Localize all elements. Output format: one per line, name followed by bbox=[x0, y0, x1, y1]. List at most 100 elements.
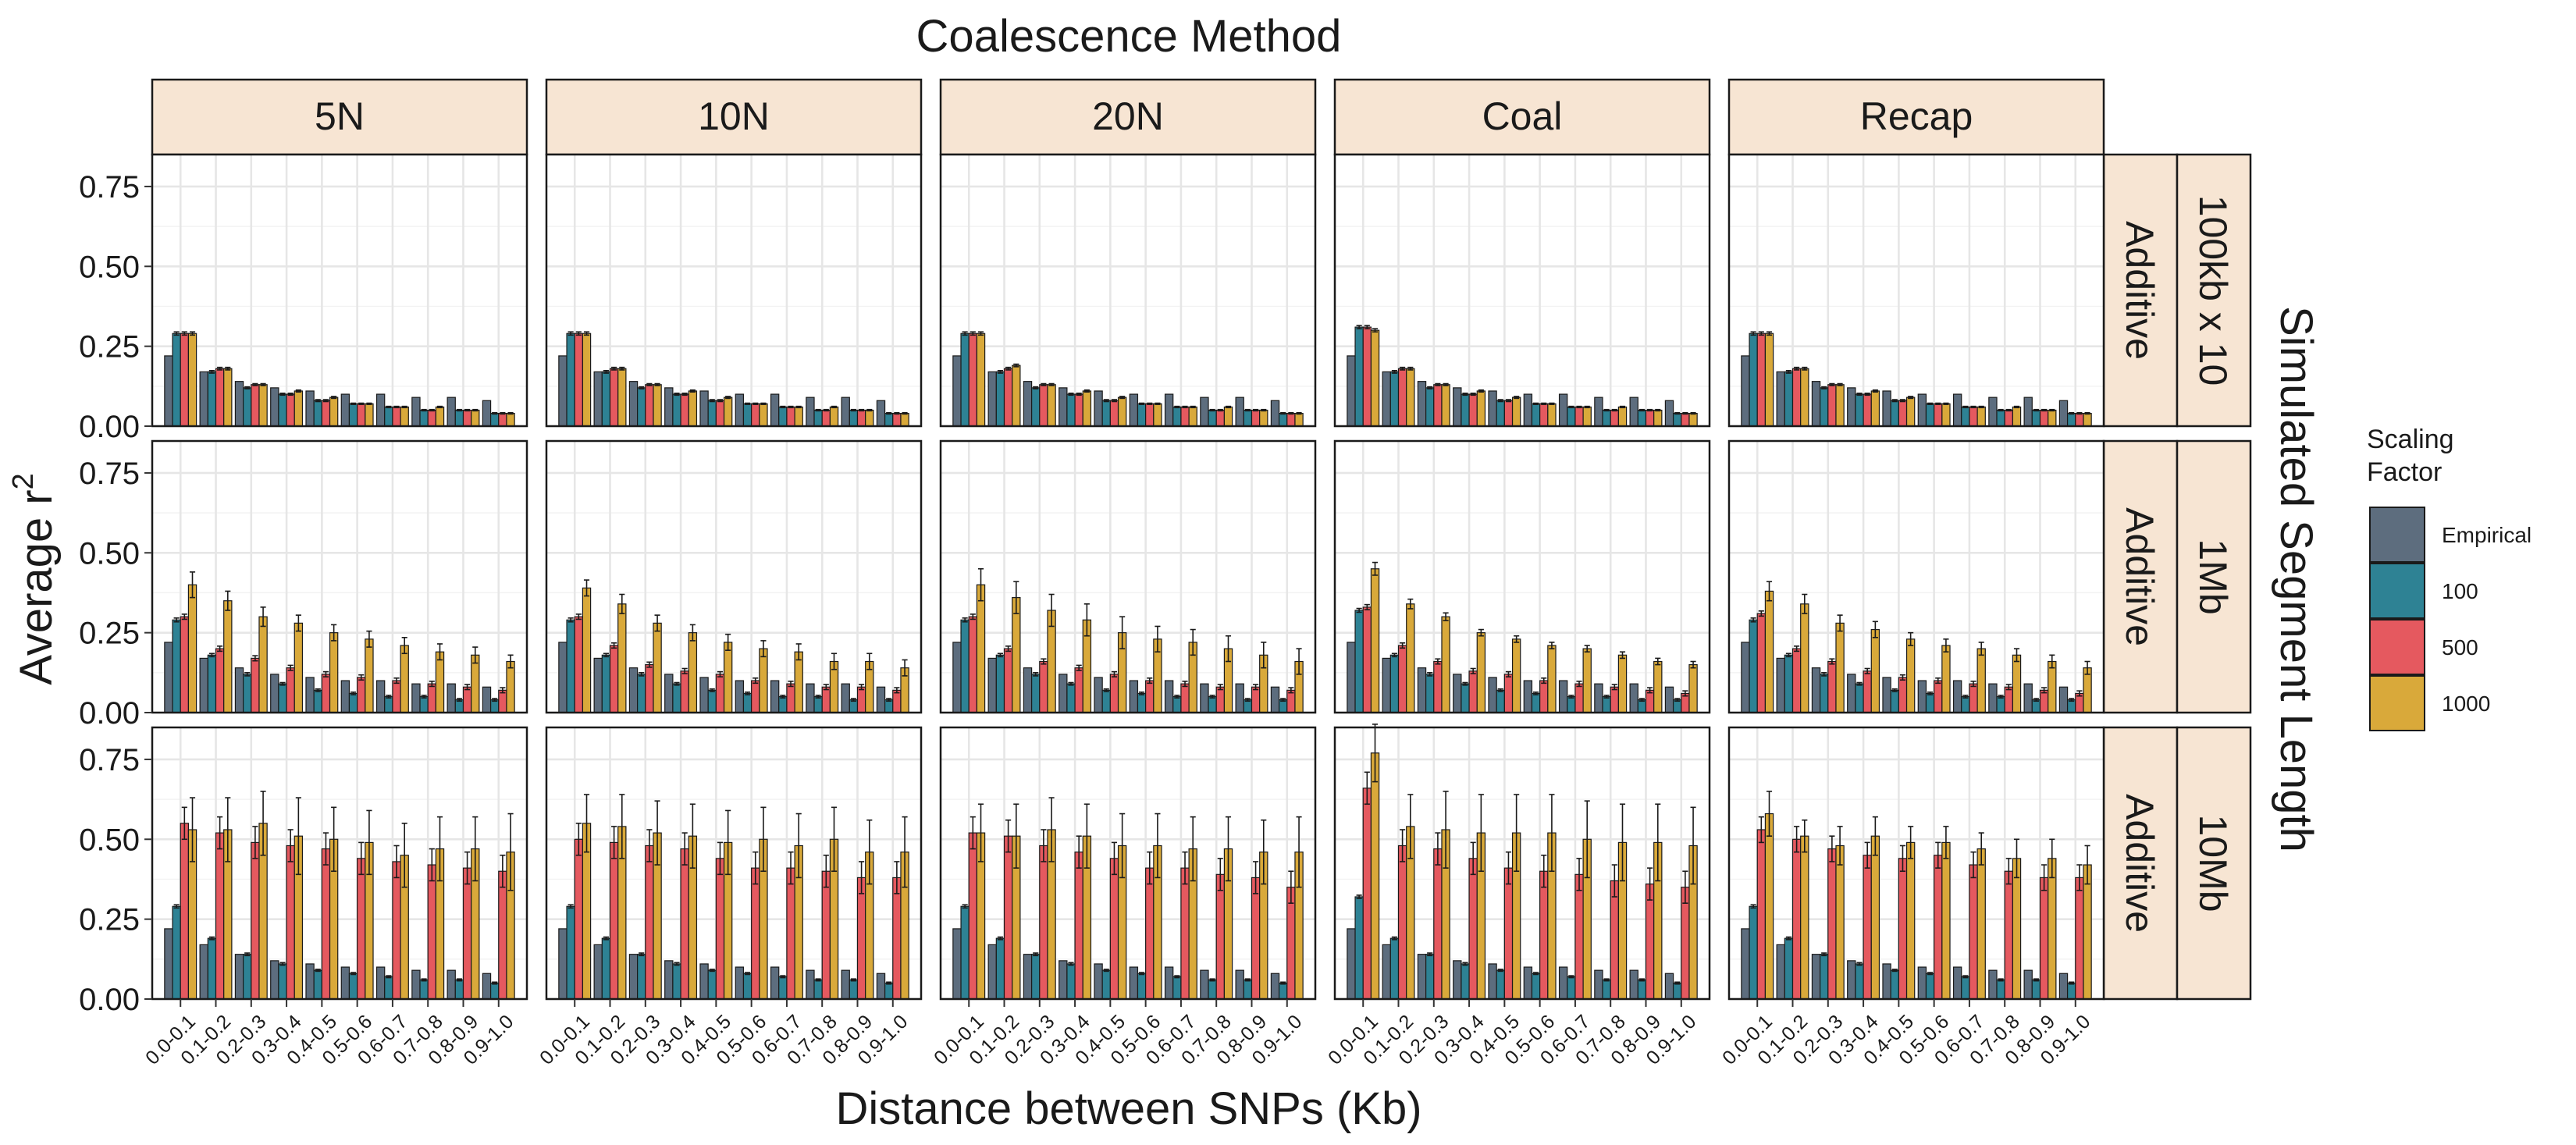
bar bbox=[286, 393, 295, 427]
error-bar bbox=[217, 816, 223, 850]
error-bar bbox=[1821, 952, 1827, 957]
bar bbox=[1567, 976, 1576, 1000]
x-axis-title: Distance between SNPs (Kb) bbox=[835, 1083, 1421, 1134]
error-bar bbox=[1261, 642, 1267, 669]
bar bbox=[258, 616, 268, 713]
bar bbox=[462, 409, 472, 427]
bar bbox=[172, 905, 181, 1000]
error-bar bbox=[1478, 389, 1484, 393]
bar bbox=[1969, 683, 1978, 713]
error-bar bbox=[2013, 405, 2020, 409]
bar bbox=[1188, 406, 1197, 427]
bar bbox=[1567, 406, 1576, 427]
error-bar bbox=[1364, 325, 1370, 329]
bar bbox=[1503, 867, 1514, 1000]
bar bbox=[348, 403, 358, 427]
bar bbox=[1270, 686, 1280, 713]
bar bbox=[270, 674, 279, 713]
error-bar bbox=[287, 829, 294, 862]
error-bar bbox=[1532, 972, 1539, 976]
error-bar bbox=[2041, 408, 2048, 412]
error-bar bbox=[823, 684, 829, 691]
bar bbox=[1672, 982, 1682, 1000]
bar bbox=[1800, 603, 1809, 713]
error-bar bbox=[2033, 408, 2039, 412]
bar bbox=[786, 867, 795, 1000]
error-bar bbox=[603, 936, 609, 941]
bar bbox=[365, 638, 374, 713]
bar bbox=[1059, 387, 1068, 427]
bar bbox=[601, 937, 611, 1000]
bar bbox=[1827, 384, 1837, 427]
bar bbox=[1749, 619, 1758, 713]
bar bbox=[1925, 403, 1935, 427]
error-bar bbox=[788, 405, 794, 409]
bar bbox=[1523, 680, 1533, 713]
error-bar bbox=[639, 672, 645, 677]
error-bar bbox=[725, 396, 731, 400]
error-bar bbox=[1225, 816, 1232, 882]
error-bar bbox=[350, 691, 357, 695]
bar bbox=[2023, 396, 2033, 427]
bar bbox=[435, 651, 445, 713]
bar bbox=[1855, 683, 1864, 713]
bar bbox=[1417, 381, 1427, 427]
bar bbox=[2058, 973, 2069, 1000]
bar bbox=[1582, 406, 1592, 427]
bar bbox=[884, 699, 894, 713]
error-bar bbox=[962, 617, 968, 623]
bar bbox=[1870, 628, 1880, 713]
bar bbox=[321, 674, 331, 713]
bar bbox=[1488, 677, 1497, 713]
bar bbox=[1523, 393, 1533, 427]
bar bbox=[506, 660, 515, 713]
error-bar bbox=[1674, 412, 1681, 415]
error-bar bbox=[1356, 325, 1362, 329]
bar bbox=[1425, 954, 1435, 1000]
bar bbox=[375, 966, 386, 1000]
error-bar bbox=[464, 684, 471, 691]
error-bar bbox=[1103, 688, 1109, 692]
bar bbox=[1905, 396, 1916, 427]
bar bbox=[1370, 752, 1380, 1000]
bar bbox=[664, 387, 674, 427]
bar bbox=[187, 332, 197, 427]
bar bbox=[1898, 677, 1908, 713]
bar bbox=[1101, 689, 1111, 713]
error-bar bbox=[1435, 382, 1441, 386]
error-bar bbox=[295, 614, 301, 632]
bar bbox=[653, 384, 662, 427]
bar bbox=[489, 982, 500, 1000]
error-bar bbox=[1174, 405, 1180, 409]
facet-panel bbox=[1727, 439, 2105, 714]
bar bbox=[482, 973, 492, 1000]
bar bbox=[1003, 835, 1013, 1000]
error-bar bbox=[1048, 797, 1055, 862]
bar bbox=[2012, 858, 2022, 1000]
error-bar bbox=[315, 399, 321, 403]
bar bbox=[735, 680, 745, 713]
error-bar bbox=[902, 816, 908, 888]
bar bbox=[1847, 674, 1856, 713]
bar bbox=[1047, 384, 1056, 427]
error-bar bbox=[366, 630, 372, 648]
bar bbox=[1074, 852, 1083, 1000]
legend-swatch bbox=[2369, 619, 2425, 675]
error-bar bbox=[1443, 791, 1449, 869]
error-bar bbox=[1427, 672, 1433, 677]
error-bar bbox=[859, 861, 865, 894]
bar bbox=[1417, 667, 1427, 713]
bar bbox=[849, 979, 859, 1000]
error-bar bbox=[208, 369, 215, 374]
bar bbox=[1574, 873, 1584, 1000]
bar bbox=[1827, 848, 1837, 1000]
error-bar bbox=[456, 698, 462, 702]
error-bar bbox=[331, 806, 337, 873]
error-bar bbox=[611, 642, 617, 649]
error-bar bbox=[1296, 412, 1302, 415]
y-tick-label: 0.25 bbox=[79, 330, 140, 364]
bar bbox=[1031, 674, 1041, 713]
bar bbox=[1523, 966, 1533, 1000]
bar bbox=[1800, 835, 1809, 1000]
bar bbox=[305, 963, 315, 1000]
